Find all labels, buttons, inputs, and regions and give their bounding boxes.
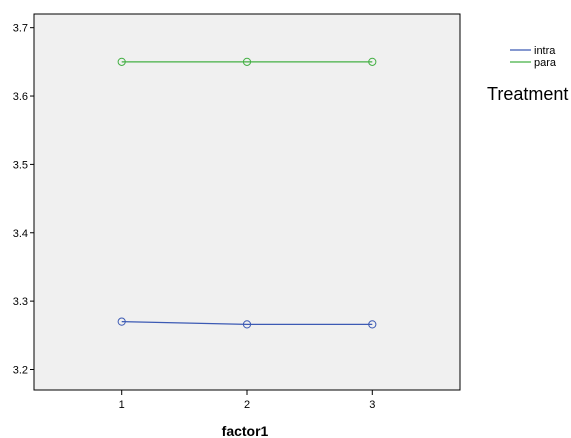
- x-axis: 1 2 3: [119, 390, 375, 411]
- x-tick-label-2: 3: [369, 399, 375, 411]
- point-para-1: [117, 57, 126, 66]
- y-tick-label-4: 3.6: [13, 91, 28, 103]
- point-intra-2: [242, 320, 252, 329]
- y-tick-label-2: 3.4: [13, 228, 28, 240]
- point-para-2: [242, 57, 252, 66]
- legend-label-intra: intra: [534, 45, 556, 57]
- y-tick-label-3: 3.5: [13, 159, 28, 171]
- y-tick-label-5: 3.7: [13, 23, 28, 35]
- series-line-intra: [121, 321, 373, 325]
- plot-area: [33, 13, 461, 391]
- legend-label-para: para: [534, 57, 557, 69]
- y-tick-label-1: 3.3: [13, 296, 28, 308]
- y-axis: 3.2 3.3 3.4 3.5 3.6 3.7: [13, 23, 34, 376]
- series-layer: [117, 57, 377, 329]
- x-tick-label-0: 1: [119, 399, 125, 411]
- y-tick-label-0: 3.2: [13, 364, 28, 376]
- series-intra: [117, 317, 377, 329]
- legend-title: Treatment: [487, 84, 568, 104]
- x-tick-label-1: 2: [244, 399, 250, 411]
- point-intra-1: [117, 317, 126, 326]
- point-para-3: [368, 57, 377, 66]
- series-para: [117, 57, 377, 66]
- point-intra-3: [368, 320, 377, 329]
- x-axis-title: factor1: [222, 423, 269, 438]
